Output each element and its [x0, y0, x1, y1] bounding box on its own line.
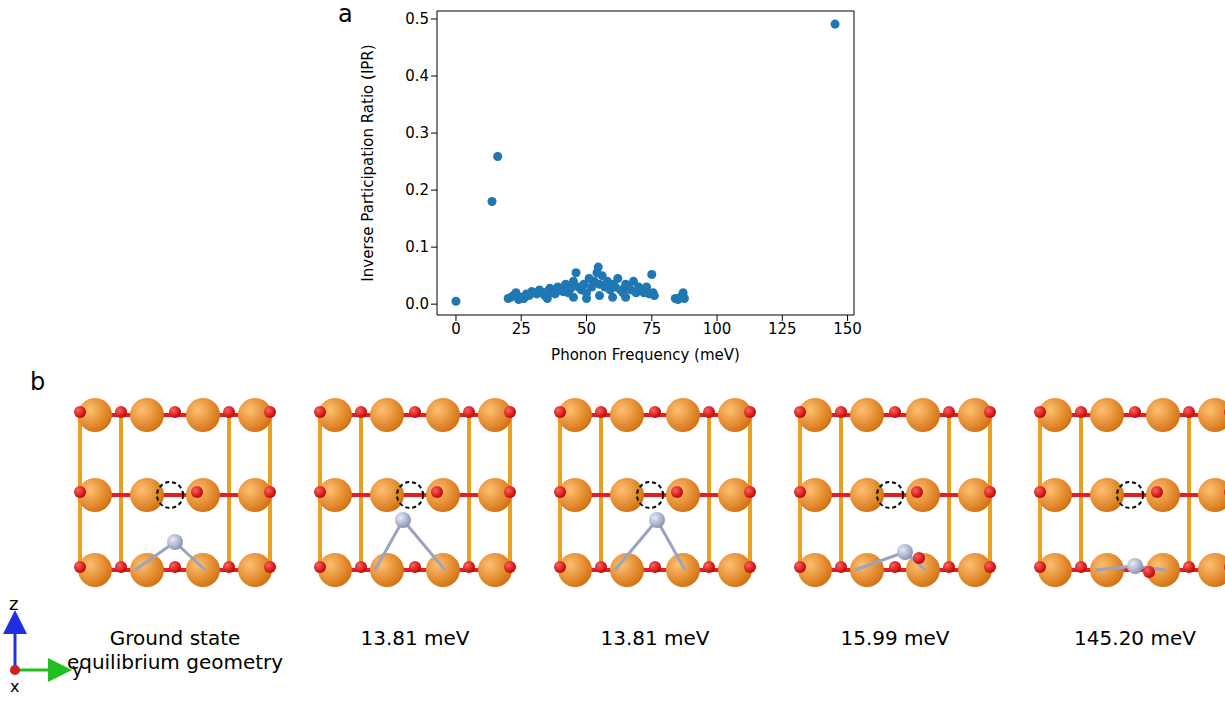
svg-text:13.81 meV: 13.81 meV [600, 626, 709, 650]
svg-text:z: z [9, 593, 18, 614]
html-text:b: b [30, 368, 46, 396]
svg-text:0.2: 0.2 [405, 181, 429, 199]
svg-text:equilibrium geometry: equilibrium geometry [67, 650, 283, 674]
svg-text:50: 50 [577, 320, 596, 338]
svg-text:0.5: 0.5 [405, 10, 429, 28]
svg-text:15.99 meV: 15.99 meV [840, 626, 949, 650]
svg-text:100: 100 [703, 320, 732, 338]
svg-text:13.81 meV: 13.81 meV [360, 626, 469, 650]
svg-text:0: 0 [451, 320, 461, 338]
svg-text:75: 75 [642, 320, 661, 338]
html-text:a: a [338, 0, 353, 28]
svg-text:25: 25 [512, 320, 531, 338]
svg-text:Ground state: Ground state [110, 626, 241, 650]
svg-text:0.1: 0.1 [405, 238, 429, 256]
svg-text:145.20 meV: 145.20 meV [1074, 626, 1196, 650]
svg-text:y: y [72, 659, 83, 680]
svg-text:150: 150 [833, 320, 862, 338]
svg-text:0.0: 0.0 [405, 295, 429, 313]
svg-text:0.4: 0.4 [405, 67, 429, 85]
svg-text:0.3: 0.3 [405, 124, 429, 142]
svg-text:Phonon Frequency (meV): Phonon Frequency (meV) [551, 346, 740, 364]
svg-text:Inverse Participation Ratio (I: Inverse Participation Ratio (IPR) [359, 44, 377, 281]
svg-text:125: 125 [768, 320, 797, 338]
svg-text:x: x [10, 677, 19, 696]
